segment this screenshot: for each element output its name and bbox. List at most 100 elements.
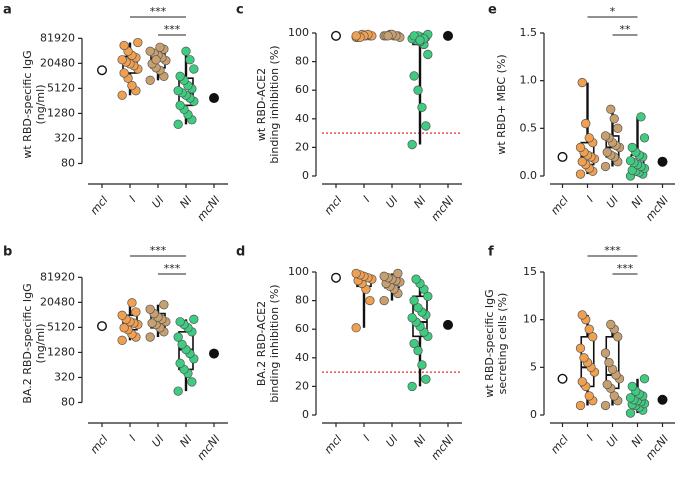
data-point: [117, 310, 127, 320]
data-point: [119, 40, 129, 51]
data-point: [133, 37, 143, 48]
significance-label: ***: [617, 262, 634, 275]
y-tick-label: 80: [295, 294, 309, 307]
data-point: [627, 142, 637, 153]
data-point: [208, 93, 219, 104]
y-tick-label: 40: [295, 351, 309, 364]
data-point: [173, 386, 183, 396]
x-tick-label: mcNI: [428, 433, 456, 463]
data-point: [600, 348, 611, 358]
data-point: [584, 133, 594, 143]
data-point: [417, 102, 427, 113]
x-tick-label: UI: [149, 433, 166, 450]
significance-label: ***: [604, 244, 621, 257]
data-point: [409, 71, 419, 81]
data-point: [600, 131, 611, 141]
data-point: [331, 30, 342, 41]
data-point: [579, 353, 589, 363]
y-axis-label: (ng/ml): [34, 84, 47, 124]
x-tick-label: I: [127, 194, 139, 205]
panel-label: b: [3, 245, 12, 260]
data-point: [557, 151, 568, 162]
x-tick-label: I: [361, 433, 373, 444]
data-point: [413, 85, 423, 95]
data-point: [639, 374, 650, 384]
x-tick-label: mcNI: [643, 194, 671, 224]
panel-label: f: [488, 245, 494, 260]
data-point: [415, 35, 425, 45]
data-point: [609, 391, 619, 401]
y-tick-label: 1.5: [520, 26, 538, 39]
data-point: [577, 310, 587, 320]
x-tick-label: mcI: [322, 433, 345, 457]
y-tick-label: 60: [295, 322, 309, 335]
significance-label: ***: [150, 5, 167, 18]
data-point: [379, 271, 389, 281]
panel-label: c: [236, 3, 244, 18]
y-tick-label: 10: [523, 313, 537, 326]
data-point: [331, 272, 342, 283]
data-point: [575, 142, 586, 153]
y-axis-label: wt RBD-ACE2: [255, 68, 268, 141]
data-point: [173, 86, 183, 96]
data-point: [145, 75, 155, 85]
data-point: [175, 317, 185, 327]
y-axis-label: binding inhibition (%): [268, 284, 281, 402]
data-point: [155, 42, 165, 52]
data-point: [208, 348, 219, 359]
y-tick-label: 81920: [40, 270, 75, 283]
y-axis-label: wt RBD-specific IgG: [483, 289, 496, 397]
data-point: [383, 31, 393, 41]
data-point: [584, 391, 594, 401]
y-tick-label: 20480: [40, 295, 75, 308]
y-tick-label: 100: [288, 26, 309, 39]
data-point: [365, 295, 375, 306]
panel-label: e: [488, 3, 497, 18]
data-point: [127, 80, 137, 91]
data-point: [393, 268, 403, 279]
y-axis-label: (ng/ml): [34, 323, 47, 363]
data-point: [185, 55, 195, 65]
data-point: [127, 298, 137, 308]
data-point: [657, 156, 668, 167]
y-axis-label: wt RBD-specific IgG: [21, 50, 34, 158]
y-tick-label: 0.5: [520, 121, 538, 134]
data-point: [175, 71, 185, 81]
x-tick-label: I: [361, 194, 373, 205]
data-point: [584, 324, 594, 334]
data-point: [443, 319, 454, 330]
data-point: [96, 65, 107, 76]
data-point: [600, 400, 611, 411]
data-point: [177, 339, 187, 350]
data-point: [421, 121, 431, 131]
y-tick-label: 20: [295, 140, 309, 153]
data-point: [606, 104, 616, 114]
x-tick-label: I: [584, 433, 596, 444]
data-point: [159, 300, 169, 310]
x-tick-label: mcNI: [194, 433, 222, 463]
y-tick-label: 80: [61, 156, 75, 169]
x-tick-label: mcI: [88, 433, 111, 457]
data-point: [117, 90, 127, 100]
data-point: [604, 357, 614, 368]
y-tick-label: 100: [288, 265, 309, 278]
data-point: [173, 119, 183, 129]
data-point: [409, 338, 419, 349]
x-tick-label: NI: [177, 194, 194, 211]
data-point: [145, 46, 155, 56]
data-point: [443, 30, 454, 41]
y-tick-label: 60: [295, 83, 309, 96]
x-tick-label: mcI: [548, 433, 571, 457]
data-point: [625, 156, 636, 166]
x-tick-label: UI: [383, 433, 400, 450]
x-tick-label: mcI: [322, 194, 345, 218]
y-tick-label: 1280: [47, 106, 75, 119]
data-point: [417, 360, 427, 370]
data-point: [187, 377, 197, 387]
y-axis-label: BA.2 RBD-specific IgG: [21, 283, 34, 403]
x-tick-label: NI: [411, 433, 428, 450]
y-axis-label: wt RBD+ MBC (%): [495, 54, 508, 154]
panel-label: a: [3, 3, 12, 18]
data-point: [581, 118, 591, 129]
data-point: [423, 49, 433, 60]
